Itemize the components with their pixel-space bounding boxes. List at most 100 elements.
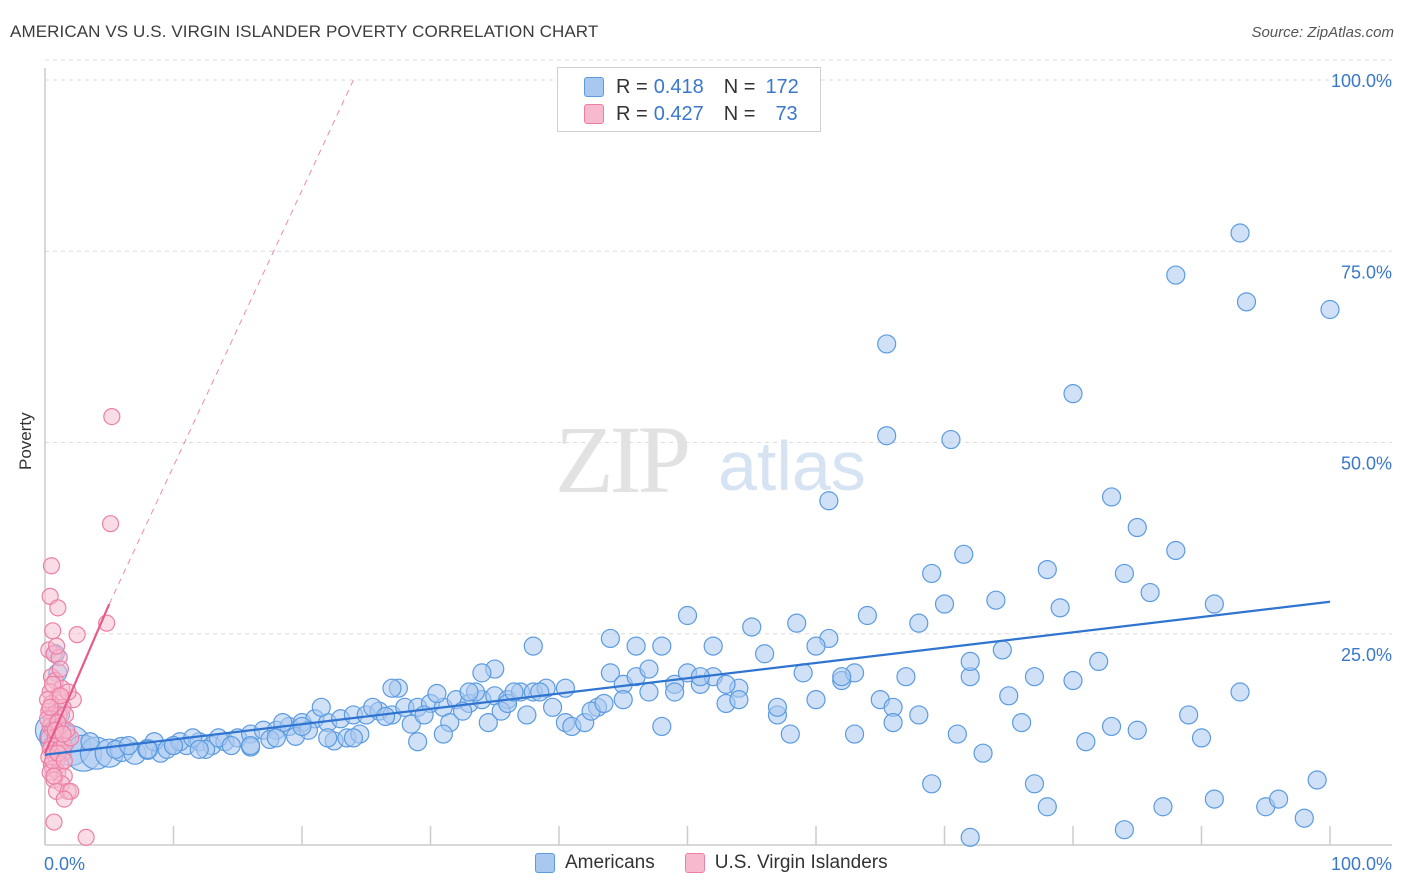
point-virgin-islanders [54, 725, 72, 743]
point-americans [1294, 808, 1314, 828]
point-americans [343, 728, 363, 748]
point-americans [1166, 540, 1186, 561]
point-americans [896, 667, 916, 687]
point-americans [542, 697, 563, 717]
point-americans [973, 743, 993, 763]
point-americans [1204, 594, 1224, 614]
legend-n-value: 172 [765, 75, 799, 98]
legend-r-label: R = [616, 75, 648, 98]
point-americans [729, 690, 749, 710]
point-americans [1204, 789, 1224, 809]
bottom-legend-swatch-americans [535, 853, 555, 873]
point-americans [665, 682, 685, 702]
bottom-legend-label-virgin-islanders: U.S. Virgin Islanders [714, 852, 888, 873]
point-americans [433, 724, 453, 744]
point-americans [459, 682, 479, 702]
legend-n-value: 73 [775, 102, 798, 125]
point-americans [1230, 682, 1250, 702]
point-americans [1011, 712, 1032, 733]
point-americans [1076, 732, 1096, 752]
point-americans [909, 613, 929, 633]
point-americans [1127, 720, 1147, 740]
point-americans [1050, 598, 1070, 618]
point-americans [922, 563, 942, 584]
point-virgin-islanders [45, 813, 63, 831]
point-americans [806, 690, 826, 710]
point-americans [600, 628, 621, 649]
point-americans [1230, 223, 1250, 243]
point-americans [960, 651, 980, 672]
watermark: ZIP atlas [555, 406, 866, 513]
point-virgin-islanders [51, 687, 70, 705]
y-tick-label: 75.0% [1341, 262, 1392, 282]
point-americans [594, 693, 614, 714]
legend-swatch-americans [584, 77, 604, 97]
point-americans [1089, 651, 1109, 672]
legend-n-label: N = [723, 102, 756, 125]
point-virgin-islanders [49, 599, 67, 617]
point-americans [877, 426, 897, 446]
point-americans [292, 716, 312, 737]
grid-lines [45, 59, 1392, 635]
point-americans [1153, 797, 1173, 817]
legend-swatch-virgin-islanders [584, 104, 604, 124]
point-virgin-islanders [55, 790, 73, 808]
y-tick-label: 100.0% [1331, 71, 1392, 91]
bottom-legend: Americans U.S. Virgin Islanders [535, 852, 918, 874]
point-americans [652, 716, 672, 737]
point-americans [600, 663, 621, 683]
point-americans [652, 636, 672, 656]
point-americans [1063, 384, 1083, 404]
point-virgin-islanders [45, 767, 63, 785]
point-americans [1024, 774, 1045, 794]
point-americans [517, 705, 537, 725]
point-americans [806, 636, 826, 656]
point-americans [1101, 716, 1122, 737]
point-americans [626, 636, 646, 656]
point-americans [716, 674, 736, 694]
point-americans [504, 682, 524, 702]
watermark-atlas: atlas [718, 427, 866, 505]
point-americans [677, 605, 698, 626]
chart-title: AMERICAN VS U.S. VIRGIN ISLANDER POVERTY… [10, 22, 599, 41]
legend: R = 0.418 N = 172 R = 0.427 N = 73 [557, 67, 821, 132]
trend-extension-virgin-islanders [108, 79, 354, 605]
legend-r-value: 0.427 [653, 102, 704, 125]
point-virgin-islanders [44, 622, 62, 640]
bottom-legend-americans: Americans [535, 852, 655, 874]
bottom-legend-swatch-virgin-islanders [684, 853, 705, 873]
point-americans [241, 735, 261, 756]
point-americans [857, 605, 878, 626]
point-americans [427, 683, 447, 704]
point-americans [1024, 667, 1045, 687]
bottom-legend-label-americans: Americans [565, 852, 655, 873]
point-americans [787, 613, 807, 633]
point-americans [1307, 770, 1327, 790]
point-americans [1166, 265, 1186, 285]
watermark-zip: ZIP [555, 406, 688, 513]
point-americans [189, 739, 209, 759]
point-americans [742, 617, 762, 637]
series-virgin-islanders [38, 408, 121, 846]
point-americans [754, 644, 775, 664]
point-americans [1101, 487, 1122, 507]
point-americans [1236, 292, 1257, 312]
point-americans [478, 712, 498, 733]
point-americans [780, 724, 800, 744]
point-americans [934, 594, 955, 614]
point-americans [992, 640, 1012, 660]
trend-lines [43, 79, 1331, 756]
point-americans [1037, 559, 1057, 580]
bottom-legend-virgin-islanders: U.S. Virgin Islanders [684, 852, 888, 874]
legend-r-value: 0.418 [653, 75, 704, 98]
tick-labels: 25.0% 50.0% 75.0% 100.0% 0.0% 100.0% [44, 71, 1392, 874]
point-virgin-islanders [47, 637, 66, 655]
legend-r-label: R = [616, 102, 648, 125]
point-americans [844, 724, 865, 744]
point-americans [408, 732, 428, 752]
point-americans [793, 663, 813, 683]
point-americans [954, 544, 974, 564]
point-americans [819, 491, 839, 511]
point-virgin-islanders [103, 408, 121, 426]
